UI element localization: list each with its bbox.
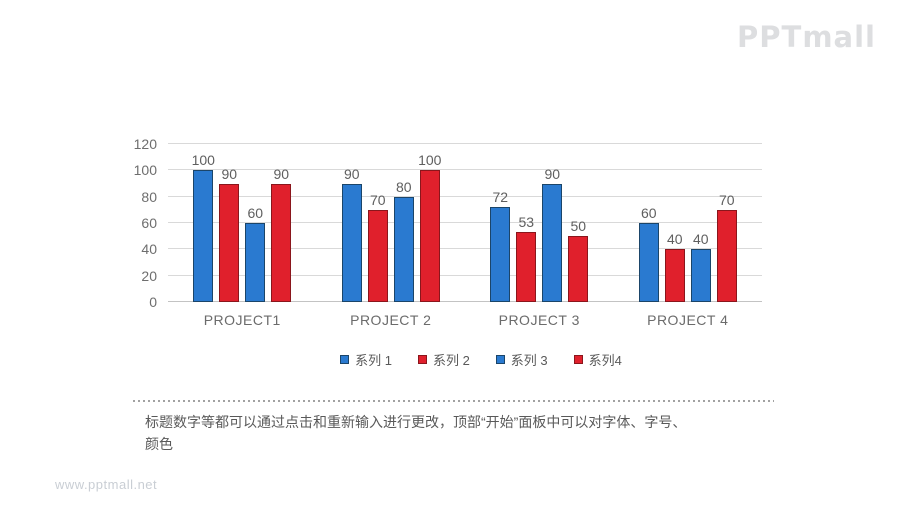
bar-value-label: 90 [343,165,360,182]
y-tick-label-100: 100 [133,162,157,179]
bar-value-label: 40 [692,231,709,248]
bar-value-label: 90 [544,165,561,182]
bar-value-label: 40 [666,231,683,248]
legend-label: 系列 3 [510,353,548,368]
bar-group3-series2: 53 [516,214,537,302]
bar-group-1: 100 90 60 90 PROJECT1 [168,144,317,328]
bar-value-label: 70 [369,191,386,208]
dotted-divider [133,400,774,402]
gridline-80 [168,195,762,197]
legend-swatch-icon [340,355,350,364]
watermark-url: www.pptmall.net [55,477,158,492]
bar-group2-series3: 80 [393,179,414,302]
bar-group1-series3: 60 [245,205,266,302]
gridline-100 [168,169,762,171]
gridline-20 [168,274,762,276]
bar-value-label: 100 [191,152,215,169]
legend-label: 系列 1 [355,353,392,368]
bar-group4-series1: 60 [638,205,659,302]
legend-item-1: 系列 1 [340,350,392,369]
note-line-2: 颜色 [145,436,173,452]
bar-value-label: 90 [221,165,238,182]
note-line-1: 标题数字等都可以通过点击和重新输入进行更改，顶部“开始”面板中可以对字体、字号、 [145,414,687,430]
y-tick-label-20: 20 [141,267,157,284]
bar-value-label: 100 [418,152,442,169]
legend-item-4: 系列4 [573,350,622,369]
legend-item-2: 系列 2 [417,350,470,369]
gridline-120 [168,143,762,144]
bar-group-2: 90 70 80 100 PROJECT 2 [317,144,466,328]
bar-group-3: 72 53 90 50 PROJECT 3 [465,144,614,328]
bar-group2-series1: 90 [341,166,362,302]
gridline-0 [168,301,762,302]
bar-group1-series2: 90 [219,166,240,302]
legend-label: 系列 2 [432,353,470,368]
bar-value-label: 60 [247,205,264,221]
legend-swatch-icon [573,355,583,364]
legend-swatch-icon [495,355,505,364]
category-label-4: PROJECT 4 [647,312,729,328]
bar-group2-series4: 100 [418,152,441,302]
plot-area: 0 20 40 60 80 100 120 100 90 60 90 PROJECT1 90 70 80 10… [134,136,763,328]
bar-group4-series4: 70 [716,192,737,302]
category-label-1: PROJECT1 [203,312,281,328]
bar-group3-series3: 90 [542,166,563,302]
bar-value-label: 72 [492,189,509,206]
bar-value-label: 50 [570,218,587,235]
bar-value-label: 60 [640,205,657,221]
gridline-40 [168,248,762,250]
category-label-2: PROJECT 2 [350,312,432,328]
bar-group4-series3: 40 [690,231,711,302]
legend-item-3: 系列 3 [495,350,548,369]
bar-group1-series4: 90 [271,166,292,302]
bar-value-label: 70 [718,191,735,208]
bar-group1-series1: 100 [192,152,215,302]
chart-legend: 系列 1 系列 2 系列 3 系列4 [184,350,778,369]
bar-value-label: 80 [395,178,412,195]
gridline-60 [168,222,762,223]
bar-group-4: 60 40 40 70 PROJECT 4 [614,144,763,328]
y-tick-label-40: 40 [141,241,157,258]
bar-group3-series1: 72 [490,189,511,302]
y-tick-label-120: 120 [133,136,157,152]
bar-group4-series2: 40 [664,231,685,302]
legend-swatch-icon [417,355,427,364]
bar-value-label: 90 [273,165,290,182]
y-tick-label-80: 80 [141,188,157,205]
bar-group3-series4: 50 [568,218,589,302]
y-tick-label-0: 0 [149,294,157,310]
bar-group2-series2: 70 [367,192,388,302]
legend-label: 系列4 [588,353,622,368]
y-tick-label-60: 60 [141,215,157,231]
category-label-3: PROJECT 3 [498,312,580,328]
pptmall-logo: PPTmall [737,20,876,54]
instruction-note: 标题数字等都可以通过点击和重新输入进行更改，顶部“开始”面板中可以对字体、字号、… [145,411,770,455]
bar-value-label: 53 [518,214,535,231]
